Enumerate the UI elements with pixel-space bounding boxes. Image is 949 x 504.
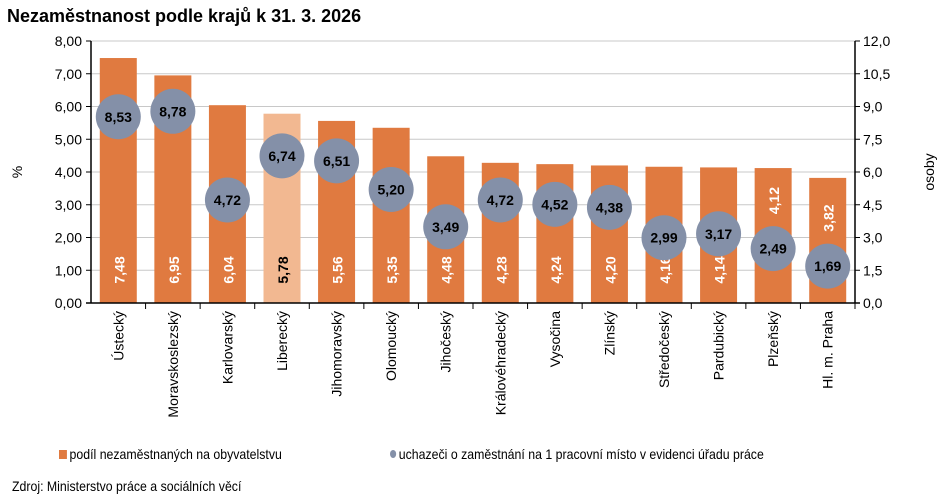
y-tick-label: 8,00 (55, 33, 82, 49)
point (477, 177, 523, 223)
point (259, 133, 305, 179)
x-tick-label: Liberecký (274, 311, 290, 371)
x-tick-label: Zlínský (601, 311, 617, 355)
bar-value-label: 4,24 (548, 256, 564, 283)
point (368, 166, 414, 212)
bar-value-label: 4,20 (602, 256, 618, 283)
y2-tick-label: 1,5 (863, 262, 883, 278)
bar-value-label: 7,48 (111, 256, 127, 283)
point-value-label: 6,74 (268, 148, 295, 164)
bar-value-label: 4,28 (493, 256, 509, 283)
y-tick-label: 4,00 (55, 164, 82, 180)
x-tick-label: Ústecký (110, 311, 126, 361)
y-axis-label: % (9, 166, 25, 178)
y-tick-label: 2,00 (55, 230, 82, 246)
y2-tick-label: 7,5 (863, 131, 883, 147)
y2-tick-label: 4,5 (863, 197, 883, 213)
y-tick-label: 0,00 (55, 295, 82, 311)
chart-title: Nezaměstnanost podle krajů k 31. 3. 2026 (7, 6, 362, 26)
legend-swatch-point (390, 450, 397, 458)
y2-tick-label: 9,0 (863, 99, 883, 115)
y2-tick-label: 12,0 (863, 33, 890, 49)
y-tick-label: 5,00 (55, 131, 82, 147)
bar-value-label: 6,95 (166, 256, 182, 283)
x-tick-label: Jihomoravský (329, 311, 345, 397)
point-value-label: 8,53 (105, 109, 132, 125)
point-value-label: 8,78 (159, 103, 186, 119)
point (641, 215, 687, 261)
bar-value-label: 4,14 (712, 256, 728, 283)
bar-value-label: 5,78 (275, 256, 291, 283)
point-value-label: 4,72 (487, 192, 514, 208)
point-value-label: 4,72 (214, 192, 241, 208)
bar-value-label: 4,48 (439, 256, 455, 283)
y2-tick-label: 10,5 (863, 66, 890, 82)
y-tick-label: 1,00 (55, 262, 82, 278)
point-value-label: 4,38 (596, 199, 623, 215)
point (423, 204, 469, 250)
y-tick-label: 7,00 (55, 66, 82, 82)
point (204, 177, 250, 223)
x-tick-label: Hl. m. Praha (820, 311, 836, 389)
point (95, 94, 141, 140)
point (532, 181, 578, 227)
x-tick-label: Vysočina (547, 311, 563, 368)
point-value-label: 1,69 (814, 258, 841, 274)
point (314, 138, 360, 184)
y2-tick-label: 0,0 (863, 295, 883, 311)
y2-tick-label: 3,0 (863, 230, 883, 246)
y-tick-label: 6,00 (55, 99, 82, 115)
legend-item-points: uchazeči o zaměstnání na 1 pracovní míst… (390, 446, 764, 462)
bar-value-label: 3,82 (821, 204, 837, 231)
x-tick-label: Středočeský (656, 311, 672, 388)
bar-value-label: 5,56 (330, 256, 346, 283)
point-value-label: 2,99 (650, 230, 677, 246)
bar-value-label: 4,16 (657, 256, 673, 283)
point-value-label: 5,20 (378, 181, 405, 197)
point (750, 226, 796, 272)
legend-label: podíl nezaměstnaných na obyvatelstvu (69, 446, 282, 462)
bar (372, 127, 410, 303)
point (696, 211, 742, 257)
y-tick-label: 3,00 (55, 197, 82, 213)
point-value-label: 3,17 (705, 226, 732, 242)
x-tick-label: Moravskoslezský (165, 311, 181, 418)
x-tick-label: Pardubický (711, 311, 727, 380)
x-tick-label: Jihočeský (438, 311, 454, 372)
bar-value-label: 6,04 (220, 256, 236, 283)
point (805, 243, 851, 289)
x-tick-label: Karlovarský (219, 311, 235, 384)
bar-value-label: 5,35 (384, 256, 400, 283)
y2-tick-label: 6,0 (863, 164, 883, 180)
point (586, 184, 632, 230)
point (150, 88, 196, 134)
y2-axis-label: osoby (921, 153, 937, 190)
legend-item-bars: podíl nezaměstnaných na obyvatelstvu (59, 446, 282, 462)
point-value-label: 4,52 (541, 196, 568, 212)
bar-value-label: 4,12 (766, 187, 782, 214)
source-note: Zdroj: Ministerstvo práce a sociálních v… (12, 478, 242, 494)
x-tick-label: Plzeňský (765, 311, 781, 367)
legend-swatch-bar (59, 449, 67, 459)
x-tick-label: Olomoucký (383, 311, 399, 381)
point-value-label: 3,49 (432, 219, 459, 235)
legend-label: uchazeči o zaměstnání na 1 pracovní míst… (398, 446, 764, 462)
point-value-label: 2,49 (760, 241, 787, 257)
point-value-label: 6,51 (323, 153, 350, 169)
x-tick-label: Královéhradecký (492, 311, 508, 415)
